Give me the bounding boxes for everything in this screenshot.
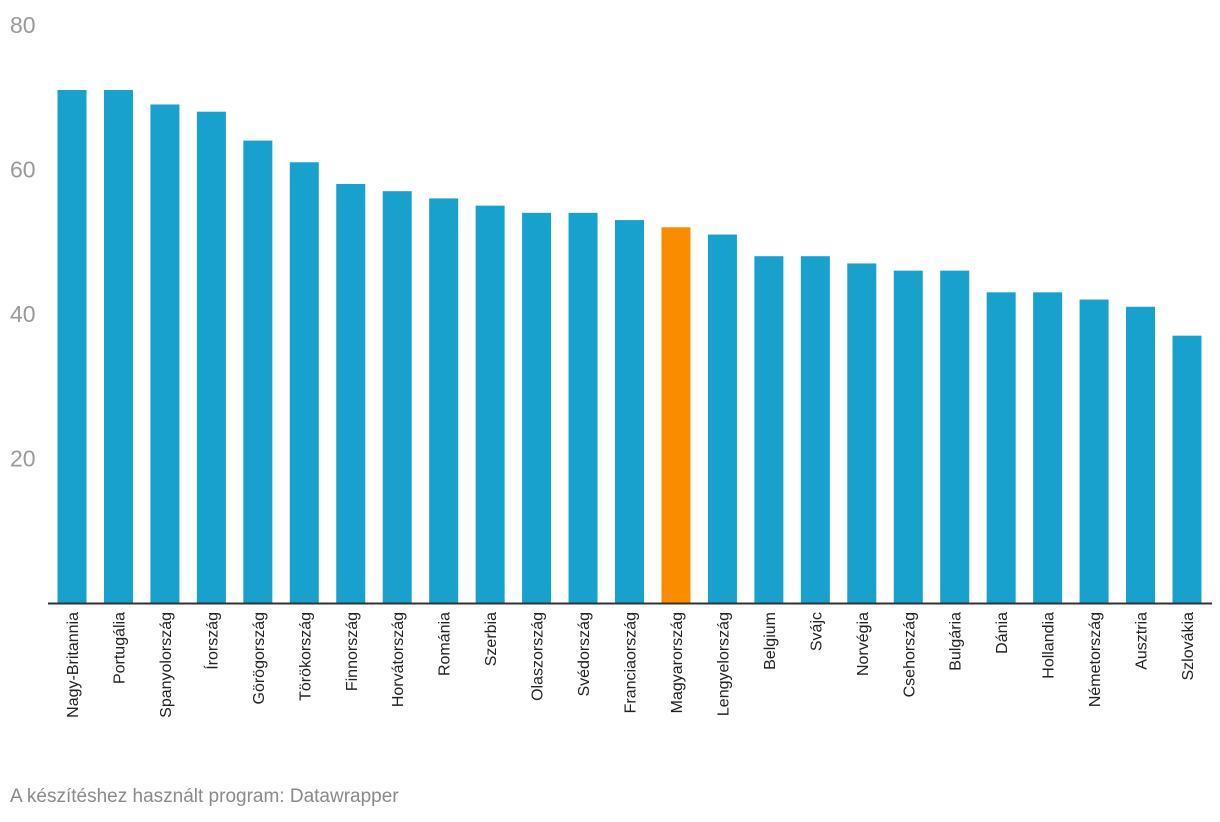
x-tick-label: Ausztria bbox=[1134, 612, 1151, 670]
x-tick-label: Németország bbox=[1087, 612, 1104, 707]
bar bbox=[243, 140, 273, 603]
x-tick-label: Lengyelország bbox=[715, 612, 732, 716]
bar bbox=[1172, 335, 1202, 603]
x-tick-label: Horvátország bbox=[390, 612, 407, 707]
x-axis-labels: Nagy-Britannia Portugália Spanyolország Íro… bbox=[65, 612, 1197, 718]
bar bbox=[475, 205, 505, 604]
bar bbox=[986, 292, 1016, 603]
x-tick-label: Franciaország bbox=[623, 612, 640, 713]
x-tick-label: Norvégia bbox=[855, 612, 872, 676]
bar bbox=[429, 198, 459, 603]
x-tick-label: Nagy-Britannia bbox=[65, 612, 82, 718]
x-tick-label: Görögország bbox=[251, 612, 268, 705]
x-tick-label: Bulgária bbox=[948, 612, 965, 671]
bar bbox=[893, 270, 923, 603]
x-tick-label: Törökország bbox=[297, 612, 314, 701]
y-tick-label: 20 bbox=[10, 446, 36, 472]
y-tick-label: 40 bbox=[10, 301, 36, 327]
x-tick-label: Svédország bbox=[576, 612, 593, 697]
bar bbox=[336, 183, 366, 603]
x-tick-label: Csehország bbox=[901, 612, 918, 697]
bar-chart: 20 40 60 80 Nagy-Britannia Portugália Spanyol… bbox=[10, 12, 1212, 718]
x-tick-label: Románia bbox=[437, 612, 454, 676]
x-tick-label: Spanyolország bbox=[158, 612, 175, 718]
bar bbox=[568, 212, 598, 603]
y-tick-label: 60 bbox=[10, 157, 36, 183]
bar bbox=[1079, 299, 1109, 603]
bar bbox=[196, 111, 226, 603]
credit-footer: A készítéshez használt program: Datawrap… bbox=[10, 786, 399, 807]
x-tick-label: Finnország bbox=[344, 612, 361, 691]
x-tick-label: Magyarország bbox=[669, 612, 686, 713]
bar bbox=[1126, 306, 1156, 603]
bar bbox=[707, 234, 737, 603]
x-tick-label: Szlovákia bbox=[1180, 612, 1197, 681]
x-tick-label: Belgium bbox=[762, 612, 779, 670]
x-tick-label: Dánia bbox=[994, 612, 1011, 654]
bar bbox=[382, 191, 412, 603]
x-tick-label: Svájc bbox=[808, 612, 825, 651]
bar bbox=[150, 104, 180, 603]
y-axis-ticks: 20 40 60 80 bbox=[10, 12, 36, 472]
x-tick-label: Írország bbox=[202, 612, 221, 670]
bar bbox=[57, 90, 87, 603]
x-tick-label: Portugália bbox=[111, 612, 128, 684]
bar bbox=[661, 227, 691, 604]
bar bbox=[522, 212, 552, 603]
bar bbox=[289, 162, 319, 603]
bar bbox=[800, 256, 830, 603]
bars bbox=[57, 90, 1202, 604]
x-tick-label: Hollandia bbox=[1041, 612, 1058, 679]
bar bbox=[754, 256, 784, 603]
bar bbox=[1033, 292, 1063, 603]
x-tick-label: Olaszország bbox=[530, 612, 547, 701]
bar bbox=[847, 263, 877, 603]
bar bbox=[940, 270, 970, 603]
y-tick-label: 80 bbox=[10, 12, 36, 38]
x-tick-label: Szerbia bbox=[483, 612, 500, 666]
bar bbox=[103, 90, 133, 603]
bar bbox=[615, 220, 644, 603]
